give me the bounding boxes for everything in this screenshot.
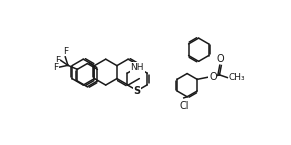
Text: F: F [54,63,58,72]
Text: F: F [55,56,60,65]
Text: CH₃: CH₃ [228,73,245,82]
Text: NH: NH [130,63,144,72]
Text: O: O [217,54,224,64]
Text: F: F [63,47,68,56]
Text: Cl: Cl [179,101,189,111]
Text: O: O [209,72,217,82]
Text: S: S [134,86,141,96]
